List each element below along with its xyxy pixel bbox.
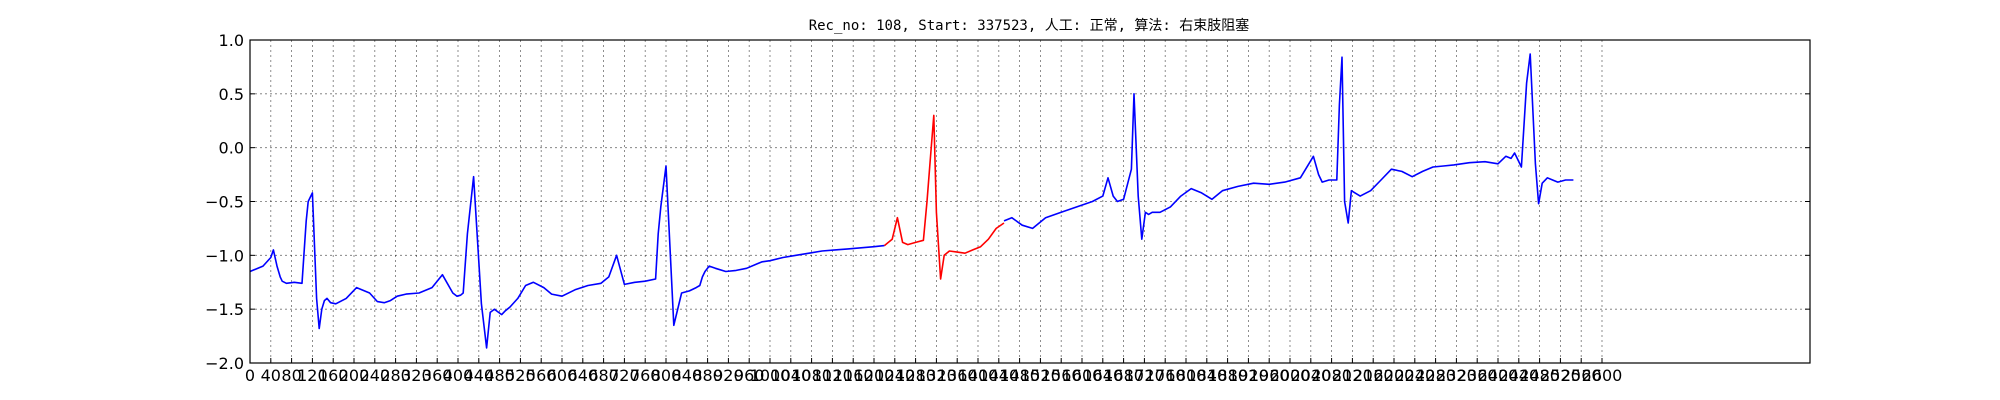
- y-tick-label: −0.5: [205, 193, 244, 212]
- x-tick-label: 1840: [1186, 366, 1227, 385]
- x-tick-label: 1480: [999, 366, 1040, 385]
- x-tick-label: 840: [672, 366, 703, 385]
- ecg-series-line-3: [1003, 53, 1574, 240]
- x-tick-label: 1000: [750, 366, 791, 385]
- x-tick-label: 1120: [812, 366, 853, 385]
- x-tick-label: 760: [630, 366, 661, 385]
- y-tick-label: 1.0: [219, 31, 244, 50]
- x-tick-label: 1040: [770, 366, 811, 385]
- x-tick-label: 1520: [1020, 366, 1061, 385]
- x-tick-label: 560: [526, 366, 557, 385]
- x-tick-label: 440: [464, 366, 495, 385]
- y-tick-label: −2.0: [205, 354, 244, 373]
- x-tick-label: 320: [401, 366, 432, 385]
- x-tick-label: 280: [380, 366, 411, 385]
- x-tick-label: 1760: [1145, 366, 1186, 385]
- x-tick-label: 2200: [1374, 366, 1415, 385]
- y-tick-label: −1.0: [205, 246, 244, 265]
- x-tick-label: 1560: [1041, 366, 1082, 385]
- x-tick-label: 1640: [1082, 366, 1123, 385]
- y-tick-label: −1.5: [205, 300, 244, 319]
- grid: [249, 39, 1810, 364]
- x-tick-label: 960: [734, 366, 765, 385]
- x-tick-label: 400: [443, 366, 474, 385]
- x-tick-label: 120: [297, 366, 328, 385]
- x-tick-label: 2320: [1436, 366, 1477, 385]
- x-tick-label: 1240: [874, 366, 915, 385]
- x-tick-label: 1400: [958, 366, 999, 385]
- x-tick-label: 2360: [1457, 366, 1498, 385]
- x-tick-label: 680: [588, 366, 619, 385]
- x-tick-label: 2120: [1332, 366, 1373, 385]
- x-tick-label: 200: [339, 366, 370, 385]
- x-tick-label: 1440: [978, 366, 1019, 385]
- x-tick-label: 1080: [791, 366, 832, 385]
- x-tick-label: 360: [422, 366, 453, 385]
- x-tick-label: 2520: [1540, 366, 1581, 385]
- x-tick-label: 1680: [1103, 366, 1144, 385]
- x-tick-label: 600: [547, 366, 578, 385]
- y-tick-label: 0.5: [219, 85, 244, 104]
- x-tick-label: 2000: [1270, 366, 1311, 385]
- x-axis-ticks: 0 40 8012016020024028032036040044048052056…: [245, 358, 1622, 385]
- x-tick-label: 2160: [1353, 366, 1394, 385]
- x-tick-label: 2400: [1478, 366, 1519, 385]
- x-tick-label: 640: [568, 366, 599, 385]
- x-tick-label: 1160: [833, 366, 874, 385]
- x-tick-label: 2600: [1582, 366, 1623, 385]
- x-tick-label: 880: [692, 366, 723, 385]
- x-tick-label: 480: [484, 366, 515, 385]
- x-tick-label: 1920: [1228, 366, 1269, 385]
- x-tick-label: 2560: [1561, 366, 1602, 385]
- x-tick-label: 1960: [1249, 366, 1290, 385]
- y-axis-ticks: −2.0 −1.5 −1.0 −0.5 0.0 0.5 1.0: [205, 31, 1810, 373]
- x-tick-label: 2240: [1394, 366, 1435, 385]
- series-layer: [249, 53, 1574, 349]
- x-tick-label: 2280: [1415, 366, 1456, 385]
- x-tick-label: 2480: [1519, 366, 1560, 385]
- x-tick-label: 1320: [916, 366, 957, 385]
- x-tick-label: 2440: [1498, 366, 1539, 385]
- x-tick-label: 240: [360, 366, 391, 385]
- x-tick-label: 80: [281, 366, 301, 385]
- x-tick-label: 1720: [1124, 366, 1165, 385]
- ecg-series-line-1: [249, 165, 885, 349]
- chart-title: Rec_no: 108, Start: 337523, 人工: 正常, 算法: …: [809, 17, 1250, 34]
- x-tick-label: 920: [713, 366, 744, 385]
- x-tick-label: 1800: [1166, 366, 1207, 385]
- x-tick-label: 1360: [937, 366, 978, 385]
- x-tick-label: 520: [505, 366, 536, 385]
- x-tick-label: 0: [245, 366, 255, 385]
- x-tick-label: 1600: [1062, 366, 1103, 385]
- x-tick-label: 720: [609, 366, 640, 385]
- x-tick-label: 160: [318, 366, 349, 385]
- x-tick-label: 800: [651, 366, 682, 385]
- x-tick-label: 1280: [895, 366, 936, 385]
- ecg-series-line-2: [883, 114, 1005, 280]
- x-tick-label: 2040: [1290, 366, 1331, 385]
- x-tick-label: 1880: [1207, 366, 1248, 385]
- x-tick-label: 1200: [854, 366, 895, 385]
- x-tick-label: 2080: [1311, 366, 1352, 385]
- y-tick-label: 0.0: [219, 139, 244, 158]
- x-tick-label: 40: [261, 366, 281, 385]
